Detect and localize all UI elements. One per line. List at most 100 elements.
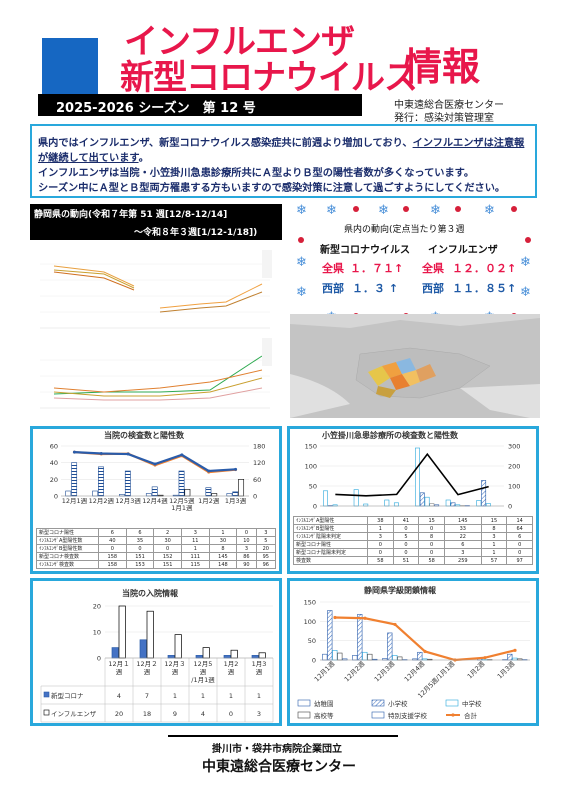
bar [230, 649, 238, 659]
shizuoka-map [290, 314, 540, 418]
bar [124, 470, 131, 497]
table-cell: 22 [443, 532, 482, 541]
bar [139, 639, 147, 659]
table-cell: 14 [506, 516, 533, 525]
y-tick-left: 0 [54, 493, 58, 501]
row-label: 新型コロナ陰陽未判定 [293, 548, 368, 557]
notice-box [30, 124, 537, 198]
legend-label: 高校等 [314, 711, 334, 720]
table-cell: 58 [418, 556, 445, 565]
table-cell: 35 [125, 536, 155, 545]
notice-text: 県内ではインフルエンザ、新型コロナウイルス感染症共に前週より増加しており、インフ… [38, 136, 532, 196]
org-name: 中東遠総合医療センター [394, 100, 504, 111]
table-cell: 7 [145, 692, 149, 700]
table-cell: 11 [180, 536, 210, 545]
hospital-tests-table: 新型コロナ陽性 6 6 2 3 1 0 3 ｲﾝﾌﾙｴﾝｻﾞA型陽性数 40 35 30 11 30 10 5… [36, 528, 277, 569]
table-cell: 1 [480, 540, 508, 549]
bar [507, 653, 513, 661]
table-row: 新型コロナ検査数 158 151 152 111 145 86 95 [36, 552, 277, 561]
table-cell: 15 [418, 516, 445, 525]
table-cell: 148 [208, 560, 238, 569]
admissions-panel [30, 578, 282, 726]
table-cell: 2 [153, 528, 182, 537]
covid-west-label: 西部 [322, 282, 344, 295]
line-point [207, 469, 211, 473]
flu-west-value: １１．８５↑ [452, 282, 517, 295]
y-tick-left: 50 [309, 483, 317, 491]
bar [429, 503, 435, 507]
table-cell: 3 [367, 532, 394, 541]
bar [195, 655, 203, 659]
season-banner [38, 94, 362, 116]
table-cell: 6 [506, 532, 533, 541]
x-tick-label: 12月3週 [115, 496, 141, 505]
table-cell: 0 [418, 540, 445, 549]
line-point [393, 622, 397, 627]
table-cell: 0 [229, 710, 233, 718]
clinic-tests-table: ｲﾝﾌﾙｴﾝｻﾞA型陽性 38 41 15 145 15 14 ｲﾝﾌﾙｴﾝｻﾞB型陽性 1 0 0… [293, 516, 533, 565]
footer-line1: 掛川市・袋井市病院企業団立 [212, 744, 342, 755]
notice-line2-b: 。 [138, 153, 149, 164]
table-cell: 8 [208, 544, 238, 553]
mini-chart-flu [40, 250, 272, 329]
table-cell: 5 [255, 536, 277, 545]
table-cell: 8 [480, 524, 508, 533]
line-point [72, 450, 76, 454]
x-tick-label: 12月5週 [169, 496, 195, 505]
table-cell: 51 [392, 556, 420, 565]
x-tick-label: /1月1週 [191, 675, 215, 684]
table-cell: 64 [506, 524, 533, 533]
y-tick-right: 200 [508, 463, 520, 471]
x-tick-label: 週 [256, 667, 263, 676]
bar [111, 647, 119, 659]
row-label: 新型コロナ陽性 [36, 528, 99, 537]
mini-chart-covid [40, 338, 272, 409]
snowflake-icon: ❄ [430, 203, 441, 218]
notice-line4: シーズン中にＡ型とＢ型両方罹患する方もいますので感染対策に注意して過ごすようにし… [38, 183, 506, 194]
x-tick-label: 12月２ [136, 660, 157, 668]
shizuoka-mini-charts [30, 242, 282, 416]
flu-pref-value: １２．０２↑ [452, 262, 517, 275]
x-tick-label: 12月３ [164, 660, 185, 668]
legend-swatch [297, 711, 311, 719]
y-tick-left: 150 [305, 443, 317, 451]
row-label: 新型コロナ [51, 691, 84, 700]
bar [232, 491, 239, 497]
bar [146, 610, 154, 659]
bar [450, 502, 456, 507]
bar [118, 605, 126, 659]
table-row: 新型コロナ陽性 6 6 2 3 1 0 3 [36, 528, 277, 537]
y-tick-right: 0 [508, 503, 512, 511]
table-cell: 145 [443, 516, 482, 525]
bar [202, 647, 210, 659]
x-tick-label: 1月3週 [225, 496, 247, 505]
page-title-line2: 新型コロナウイルス [120, 58, 418, 98]
table-cell: 4 [201, 710, 205, 718]
bar [167, 655, 175, 659]
legend-swatch [451, 713, 455, 717]
x-tick-label: 1月3週 [495, 659, 517, 681]
table-row: 新型コロナ陽性 0 0 0 6 1 0 [293, 540, 533, 549]
table-cell: 30 [153, 536, 182, 545]
legend-label: 幼稚園 [314, 699, 334, 708]
table-cell: 1 [257, 692, 261, 700]
notice-line2-a: が継続して出ています [38, 153, 139, 164]
y-tick: 0 [312, 657, 316, 665]
bar [362, 651, 368, 661]
y-tick: 0 [97, 655, 101, 663]
legend-label: 小学校 [388, 699, 408, 708]
issuer: 発行：感染対策管理室 [394, 113, 494, 124]
bar [251, 655, 259, 659]
shizuoka-trend-subtitle: ～令和８年３週[1/12-1/18]) [134, 228, 258, 238]
table-cell: 0 [125, 544, 155, 553]
line-point [99, 452, 103, 455]
footer-divider [168, 735, 398, 737]
table-cell: 20 [255, 544, 277, 553]
table-cell: 97 [506, 556, 533, 565]
legend-label: 合計 [464, 711, 478, 720]
x-tick-label: 週 [228, 667, 235, 676]
covid-pref-value: １．７１↑ [350, 262, 404, 275]
bar [352, 655, 358, 661]
y-tick: 50 [308, 637, 316, 645]
